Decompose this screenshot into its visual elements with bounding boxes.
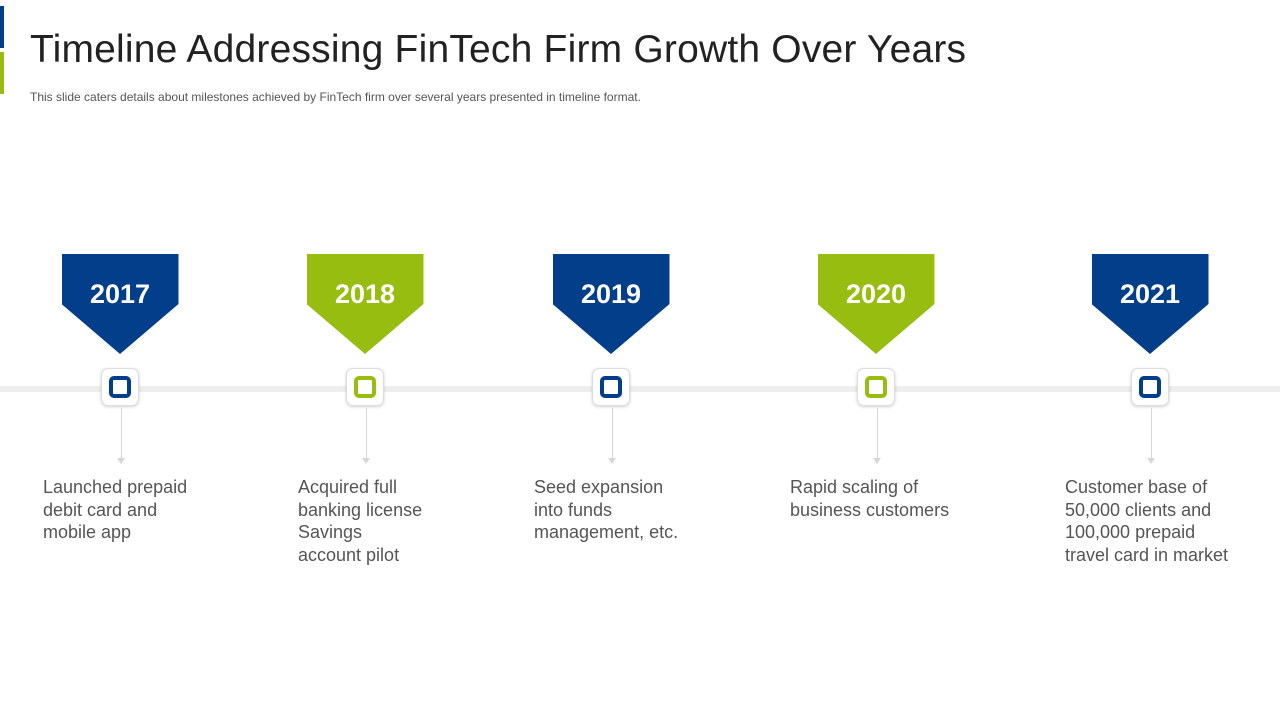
year-label: 2021 — [1119, 279, 1181, 309]
description-line: into funds — [534, 499, 613, 520]
connector-line — [612, 408, 613, 460]
year-label: 2019 — [580, 279, 642, 309]
description-line: Savings — [298, 522, 363, 542]
year-label: 2017 — [89, 279, 151, 309]
connector-line — [877, 408, 878, 460]
arrow-down-icon — [873, 458, 881, 464]
description-line: Launched prepaid — [43, 477, 188, 497]
milestone-description: Rapid scaling of business customers — [790, 476, 990, 521]
year-label: 2020 — [845, 279, 907, 309]
page-subtitle: This slide caters details about mileston… — [30, 90, 641, 104]
description-line: management, etc. — [534, 522, 679, 542]
description-line: mobile app — [43, 522, 132, 542]
description-line: Rapid scaling of — [790, 477, 919, 497]
year-tag — [61, 254, 179, 354]
timeline-line — [0, 386, 1280, 392]
arrow-down-icon — [117, 458, 125, 464]
description-line: Customer base of — [1065, 477, 1208, 497]
description-line: business customers — [790, 499, 950, 520]
description-line: Seed expansion — [534, 477, 664, 497]
accent-bar-green — [0, 52, 4, 94]
year-tag — [1091, 254, 1209, 354]
milestone-description: Launched prepaid debit card and mobile app — [43, 476, 243, 544]
description-line: 100,000 prepaid — [1065, 522, 1196, 542]
description-line: Acquired full — [298, 477, 398, 497]
description-line: account pilot — [298, 544, 400, 565]
year-label: 2018 — [334, 279, 396, 309]
description-line: banking license — [298, 499, 423, 520]
description-line: 50,000 clients and — [1065, 499, 1212, 520]
page-title: Timeline Addressing FinTech Firm Growth … — [30, 28, 967, 71]
year-tag — [306, 254, 424, 354]
arrow-down-icon — [1147, 458, 1155, 464]
connector-line — [1151, 408, 1152, 460]
connector-line — [366, 408, 367, 460]
description-line: travel card in market — [1065, 544, 1229, 565]
milestone-description: Seed expansion into funds management, etc. — [534, 476, 734, 544]
milestone-description: Acquired full banking license Savings accou… — [298, 476, 498, 566]
arrow-down-icon — [362, 458, 370, 464]
description-line: debit card and — [43, 499, 158, 520]
milestone-description: Customer base of 50,000 clients and 100,00… — [1065, 476, 1265, 566]
arrow-down-icon — [608, 458, 616, 464]
connector-line — [121, 408, 122, 460]
year-tag — [817, 254, 935, 354]
accent-bar-blue — [0, 6, 4, 48]
year-tag — [552, 254, 670, 354]
